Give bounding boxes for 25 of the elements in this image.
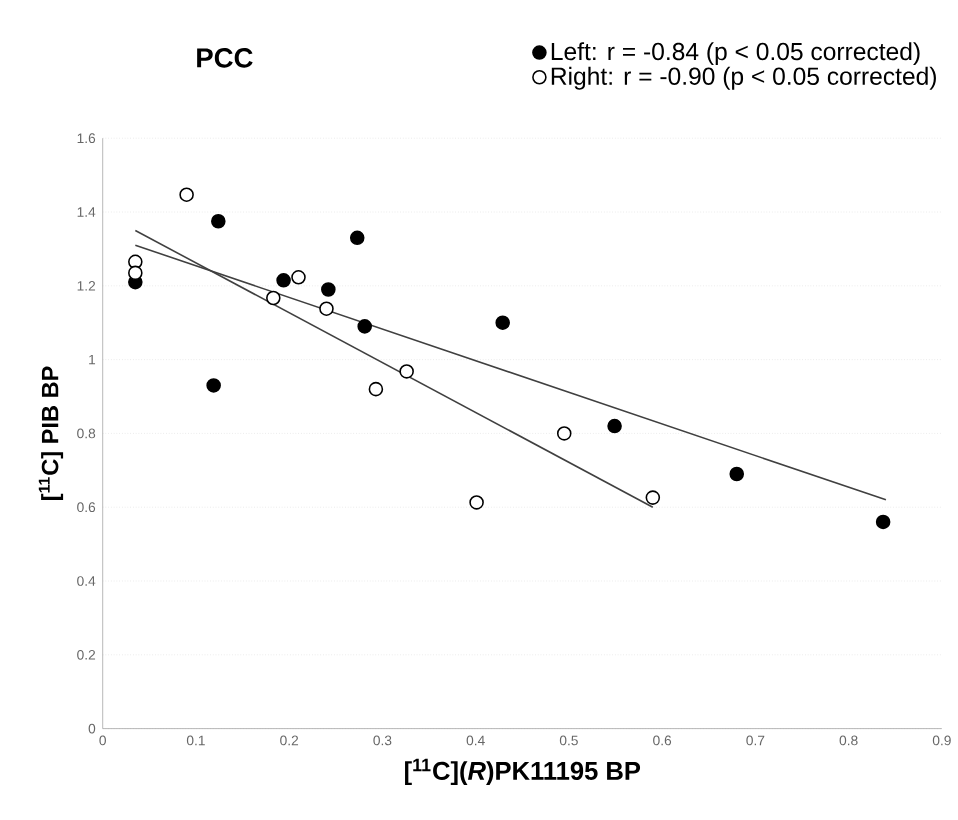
point — [276, 273, 291, 288]
point — [645, 490, 661, 506]
point — [266, 290, 281, 306]
point — [321, 282, 336, 298]
x-axis-title: [$^{11}$C](R)PK11195 BP — [405, 759, 641, 786]
point — [349, 230, 365, 246]
point — [357, 319, 372, 334]
point — [607, 419, 622, 434]
point — [556, 426, 572, 441]
legend-label: Left: r = -0.84 (p < 0.05 corrected) — [551, 42, 920, 66]
point — [368, 382, 384, 397]
chart-title: PCC — [197, 48, 253, 68]
point — [399, 364, 414, 379]
point — [211, 214, 226, 229]
y-axis-title: [$^{11}$C] PIB BP — [38, 366, 64, 501]
point — [128, 265, 143, 281]
point — [291, 270, 306, 285]
point — [206, 378, 221, 393]
point — [875, 514, 891, 530]
point — [179, 187, 194, 203]
point — [495, 315, 510, 331]
legend-label: Right: r = -0.90 (p < 0.05 corrected) — [551, 67, 936, 91]
point — [729, 467, 745, 482]
point — [319, 301, 334, 317]
point — [469, 495, 484, 510]
